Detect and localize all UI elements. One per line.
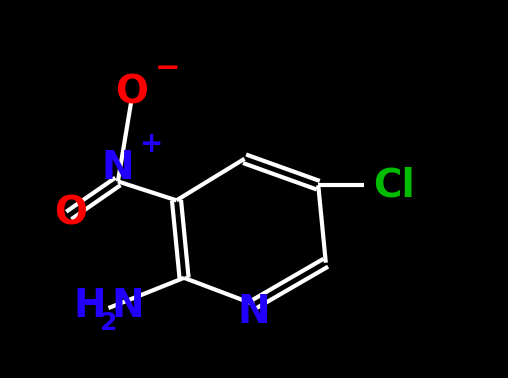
Text: +: + — [140, 130, 164, 158]
Text: N: N — [111, 287, 144, 325]
Text: N: N — [238, 293, 270, 331]
Text: N: N — [102, 149, 134, 187]
Text: −: − — [154, 54, 180, 82]
Text: Cl: Cl — [373, 166, 415, 204]
Text: 2: 2 — [100, 311, 117, 335]
Text: O: O — [54, 195, 87, 232]
Text: H: H — [73, 287, 106, 325]
Text: O: O — [115, 74, 148, 112]
